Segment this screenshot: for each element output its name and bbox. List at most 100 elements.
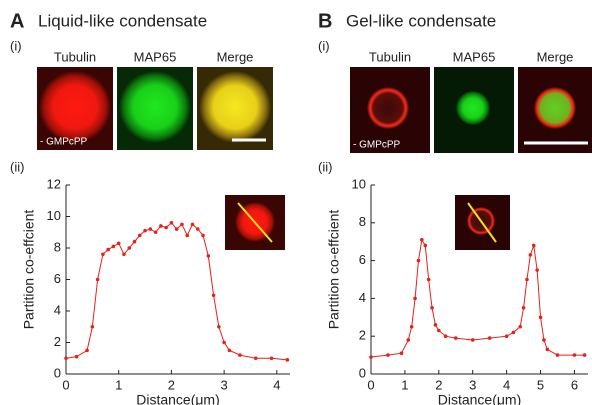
subpanel-label: (ii)	[10, 159, 24, 174]
data-line	[65, 222, 288, 361]
data-point	[518, 324, 522, 329]
image-label: Merge	[217, 49, 254, 64]
data-point	[443, 334, 448, 339]
image-label: Tubulin	[369, 49, 411, 64]
data-point	[137, 233, 142, 238]
data-point	[399, 351, 404, 356]
data-point	[504, 334, 509, 339]
data-point	[148, 227, 153, 231]
data-point	[201, 233, 205, 238]
subpanel-label: (i)	[10, 38, 22, 53]
data-point	[269, 356, 274, 361]
x-tick-label: 2	[168, 377, 175, 392]
y-tick-label: 10	[352, 176, 366, 191]
x-tick-label: 5	[537, 377, 544, 392]
y-tick-label: 0	[359, 365, 366, 380]
data-point	[413, 296, 417, 301]
data-point	[409, 324, 414, 329]
data-point	[386, 353, 390, 357]
data-point	[433, 323, 438, 327]
y-tick-label: 8	[359, 214, 366, 229]
y-tick-label: 2	[359, 328, 366, 343]
data-point	[159, 224, 163, 228]
data-point	[426, 277, 431, 282]
micrographs-a	[37, 67, 273, 150]
data-point	[420, 238, 424, 242]
data-point	[423, 243, 428, 248]
image-label: MAP65	[134, 49, 177, 64]
x-tick-label: 0	[62, 377, 69, 392]
note: - GMPcPP	[353, 140, 401, 151]
inset-b	[455, 195, 510, 250]
data-point	[521, 306, 526, 310]
data-point	[253, 356, 258, 361]
panel-title: Liquid-like condensate	[38, 11, 207, 30]
data-point	[217, 324, 221, 329]
data-point	[542, 338, 546, 342]
y-axis-label: Partition co-effcient	[21, 210, 37, 330]
data-point	[85, 348, 89, 353]
data-point	[174, 227, 179, 231]
x-axis-label: Distance(μm)	[438, 392, 522, 405]
data-point	[164, 225, 168, 230]
x-tick-label: 2	[435, 377, 442, 392]
data-point	[538, 315, 543, 320]
data-point	[416, 258, 421, 263]
image-label: Tubulin	[54, 49, 96, 64]
image-label: Merge	[537, 49, 574, 64]
y-tick-label: 12	[47, 176, 61, 191]
data-point	[106, 247, 110, 252]
data-point	[127, 246, 132, 250]
data-point	[153, 230, 158, 235]
y-tick-label: 4	[359, 290, 366, 305]
data-point	[430, 306, 434, 310]
data-point	[406, 338, 411, 342]
y-tick-label: 0	[54, 365, 61, 380]
data-point	[169, 221, 174, 225]
data-point	[143, 228, 147, 233]
data-point	[211, 293, 216, 298]
data-point	[555, 353, 560, 357]
data-point	[582, 353, 587, 357]
panel-title: Gel-like condensate	[346, 11, 496, 30]
panel-letter: A	[10, 10, 24, 32]
data-point	[74, 354, 79, 359]
data-point	[535, 268, 539, 272]
data-point	[238, 353, 242, 357]
y-tick-label: 4	[54, 302, 61, 317]
data-point	[195, 227, 200, 231]
data-point	[528, 253, 533, 257]
panel-letter: B	[318, 10, 332, 32]
subpanel-label: (ii)	[318, 159, 332, 174]
subpanel-label: (i)	[318, 38, 330, 53]
data-point	[95, 277, 100, 282]
data-point	[285, 358, 290, 362]
x-tick-label: 0	[367, 377, 374, 392]
data-point	[531, 243, 536, 248]
data-point	[437, 328, 441, 333]
y-axis-label: Partition co-effcient	[326, 210, 342, 330]
x-tick-label: 3	[221, 377, 228, 392]
data-point	[122, 252, 126, 257]
data-point	[453, 336, 458, 340]
data-point	[185, 233, 190, 238]
x-tick-label: 3	[469, 377, 476, 392]
x-tick-label: 1	[115, 377, 122, 392]
micrographs-b	[350, 67, 592, 153]
data-point	[206, 254, 211, 258]
data-point	[101, 252, 105, 257]
x-tick-label: 6	[571, 377, 578, 392]
data-point	[190, 222, 195, 227]
x-tick-label: 4	[273, 377, 280, 392]
data-point	[545, 347, 550, 352]
x-tick-label: 1	[401, 377, 408, 392]
data-line	[370, 238, 585, 358]
data-point	[525, 277, 529, 282]
y-tick-label: 6	[359, 252, 366, 267]
x-tick-label: 4	[503, 377, 510, 392]
data-point	[572, 353, 577, 357]
data-point	[111, 244, 116, 249]
data-point	[487, 336, 492, 340]
data-point	[116, 241, 121, 246]
